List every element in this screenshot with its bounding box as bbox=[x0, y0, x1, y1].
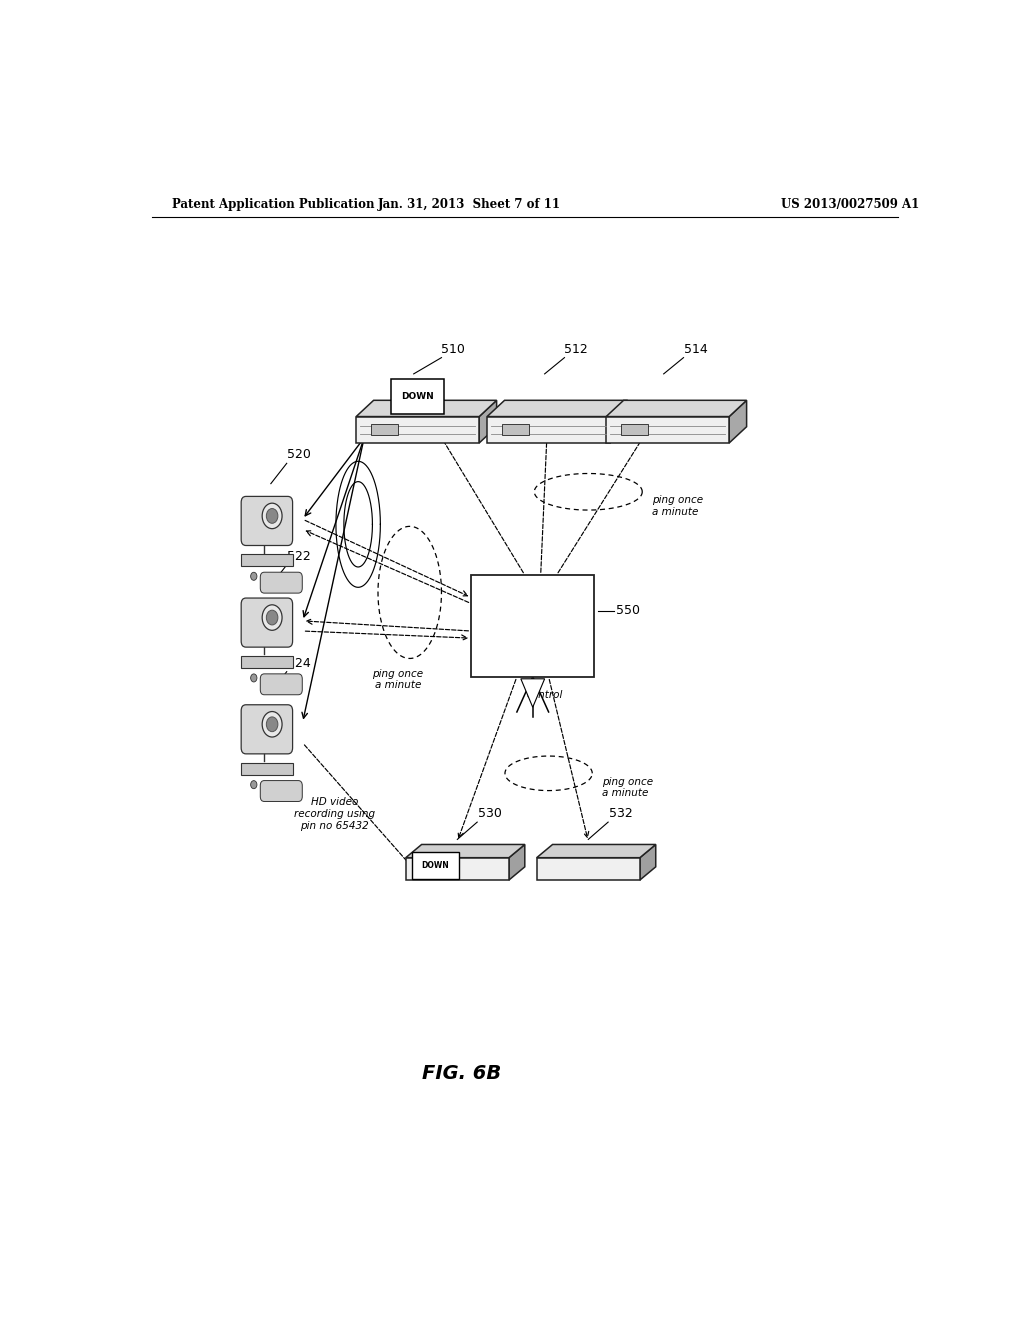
Polygon shape bbox=[521, 678, 545, 708]
Text: ping once
a minute: ping once a minute bbox=[652, 495, 702, 517]
Polygon shape bbox=[537, 845, 655, 858]
Circle shape bbox=[266, 717, 278, 731]
Text: ping once
a minute: ping once a minute bbox=[373, 669, 423, 690]
Polygon shape bbox=[479, 400, 497, 444]
Polygon shape bbox=[356, 400, 497, 417]
Text: 520: 520 bbox=[287, 449, 310, 461]
Text: Jan. 31, 2013  Sheet 7 of 11: Jan. 31, 2013 Sheet 7 of 11 bbox=[378, 198, 561, 211]
Circle shape bbox=[266, 610, 278, 624]
Bar bbox=[471, 576, 594, 677]
Text: US 2013/0027509 A1: US 2013/0027509 A1 bbox=[781, 198, 920, 211]
Circle shape bbox=[266, 508, 278, 523]
Circle shape bbox=[251, 573, 257, 581]
FancyBboxPatch shape bbox=[260, 572, 302, 593]
FancyBboxPatch shape bbox=[242, 598, 293, 647]
Circle shape bbox=[262, 503, 282, 529]
Text: 522: 522 bbox=[287, 550, 310, 562]
Text: 524: 524 bbox=[287, 656, 310, 669]
Circle shape bbox=[262, 605, 282, 631]
Text: control: control bbox=[526, 690, 563, 700]
Polygon shape bbox=[406, 845, 524, 858]
FancyBboxPatch shape bbox=[412, 853, 459, 879]
Text: ping once
a minute: ping once a minute bbox=[602, 776, 653, 799]
FancyBboxPatch shape bbox=[242, 496, 293, 545]
FancyBboxPatch shape bbox=[241, 763, 293, 775]
Bar bbox=[537, 858, 640, 880]
Text: 532: 532 bbox=[609, 807, 633, 820]
Bar bbox=[371, 425, 398, 436]
Bar bbox=[606, 417, 729, 444]
Text: 512: 512 bbox=[564, 343, 588, 355]
Text: FIG. 6B: FIG. 6B bbox=[422, 1064, 501, 1082]
Text: DOWN: DOWN bbox=[401, 392, 434, 401]
Circle shape bbox=[251, 675, 257, 682]
FancyBboxPatch shape bbox=[391, 379, 443, 413]
Circle shape bbox=[251, 780, 257, 788]
Circle shape bbox=[262, 711, 282, 737]
Text: Patent Application Publication: Patent Application Publication bbox=[172, 198, 374, 211]
FancyBboxPatch shape bbox=[260, 673, 302, 694]
Text: 530: 530 bbox=[478, 807, 502, 820]
Text: HD video
recording using
pin no 65432: HD video recording using pin no 65432 bbox=[294, 797, 375, 830]
Text: 550: 550 bbox=[615, 605, 640, 618]
Polygon shape bbox=[606, 400, 746, 417]
Text: 510: 510 bbox=[441, 343, 465, 355]
Polygon shape bbox=[640, 845, 655, 880]
Bar bbox=[356, 417, 479, 444]
FancyBboxPatch shape bbox=[242, 705, 293, 754]
FancyBboxPatch shape bbox=[241, 656, 293, 668]
Text: 514: 514 bbox=[684, 343, 708, 355]
Polygon shape bbox=[610, 400, 628, 444]
Text: DOWN: DOWN bbox=[422, 861, 450, 870]
FancyBboxPatch shape bbox=[260, 780, 302, 801]
Polygon shape bbox=[487, 400, 628, 417]
Bar bbox=[406, 858, 509, 880]
FancyBboxPatch shape bbox=[241, 554, 293, 566]
Bar bbox=[502, 425, 529, 436]
Bar bbox=[487, 417, 610, 444]
Polygon shape bbox=[729, 400, 746, 444]
Polygon shape bbox=[509, 845, 524, 880]
Bar bbox=[621, 425, 648, 436]
